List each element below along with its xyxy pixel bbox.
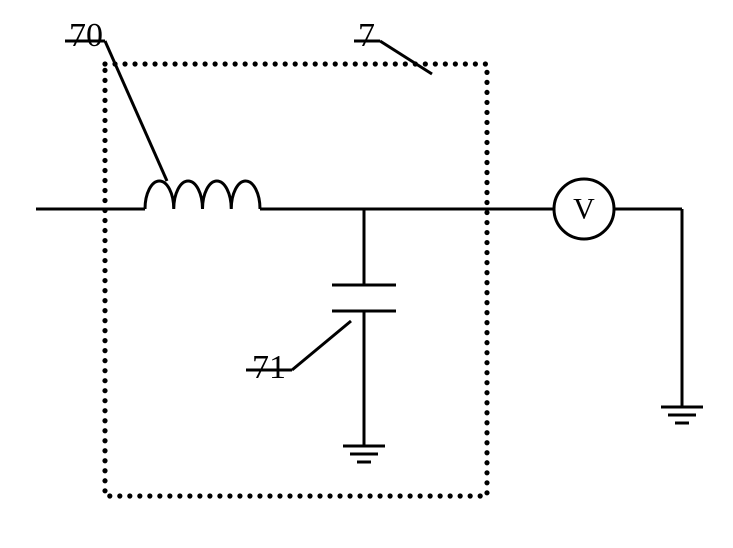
- leader-capacitor: [292, 321, 351, 370]
- circuit-diagram: V 7 70 71: [0, 0, 733, 548]
- voltmeter-label: V: [573, 193, 595, 226]
- label-inductor: 70: [69, 17, 103, 54]
- leader-box: [380, 41, 432, 74]
- inductor: [145, 181, 260, 209]
- label-box: 7: [358, 17, 375, 54]
- label-capacitor: 71: [252, 349, 286, 386]
- dashed-box: [105, 64, 487, 496]
